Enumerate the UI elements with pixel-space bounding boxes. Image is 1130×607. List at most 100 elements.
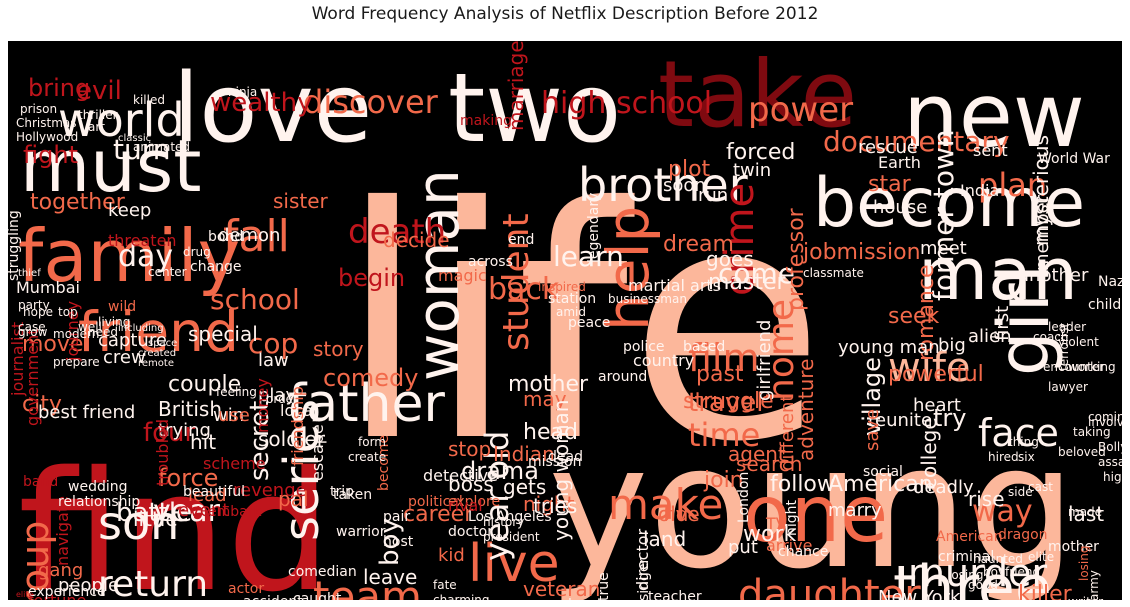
word-keep: keep xyxy=(108,200,151,221)
word-life: life xyxy=(338,140,825,512)
word-leader: leader xyxy=(1048,320,1086,334)
word-star: star xyxy=(868,172,912,197)
word-change: change xyxy=(190,259,242,275)
word-kid: kid xyxy=(438,545,465,566)
word-marriage: marriage xyxy=(504,41,528,131)
word-son: son xyxy=(98,496,179,550)
word-learn: learn xyxy=(553,240,624,273)
word-love: love xyxy=(173,54,372,164)
word-cast: cast xyxy=(1028,480,1053,494)
word-student: student xyxy=(496,213,537,351)
word-hope: hope xyxy=(23,305,53,319)
word-president: president xyxy=(483,530,540,544)
word-another: another xyxy=(1018,265,1089,286)
word-college: college xyxy=(917,417,941,489)
word-people: people xyxy=(58,575,119,596)
word-created: created xyxy=(138,348,176,359)
word-use: use xyxy=(218,405,250,426)
word-taken: taken xyxy=(333,487,372,503)
word-explore: explore xyxy=(448,494,500,510)
word-india: India xyxy=(960,181,999,200)
word-create: create xyxy=(348,450,386,464)
word-around: around xyxy=(598,369,647,385)
word-hired: hired xyxy=(988,450,1019,464)
word-mumbai: Mumbai xyxy=(16,278,80,297)
word-romance: romance xyxy=(914,264,939,361)
word-scheme: scheme xyxy=(203,454,266,473)
word-thing: thing xyxy=(1008,435,1039,449)
word-making: making xyxy=(460,113,512,129)
word-end: end xyxy=(508,232,534,248)
word-remote: remote xyxy=(138,358,174,369)
word-veteran: veteran xyxy=(523,577,600,600)
word-wild: wild xyxy=(108,299,136,315)
word-reunite: reunite xyxy=(868,410,932,431)
word-friend: friend xyxy=(78,300,239,364)
word-tries: tries xyxy=(533,494,577,518)
word-former-town: former town xyxy=(927,129,960,301)
word-police: police xyxy=(623,339,665,355)
word-warrior: warrior xyxy=(336,524,386,540)
word-actor: actor xyxy=(228,581,264,597)
word-may: may xyxy=(523,387,567,411)
word-true: true xyxy=(596,572,612,600)
word-land: land xyxy=(643,527,686,551)
word-caught: caught xyxy=(293,591,342,600)
word-center: center xyxy=(148,265,187,279)
word-evil: evil xyxy=(76,76,122,106)
word-couple: couple xyxy=(168,372,241,397)
word-help: help xyxy=(594,206,662,331)
word-marry: marry xyxy=(828,500,882,521)
word-high-school: high school xyxy=(541,86,712,121)
word-force: force xyxy=(158,464,218,492)
word-legendary: legendary xyxy=(586,193,602,263)
word-comedy: comedy xyxy=(323,364,418,392)
word-dream: dream xyxy=(663,232,734,257)
word-old: old xyxy=(658,502,689,526)
word-high: high xyxy=(1103,470,1122,484)
word-school: school xyxy=(210,283,300,316)
word-side: side xyxy=(1008,485,1033,499)
word-chance: chance xyxy=(778,544,828,560)
word-space: space xyxy=(148,338,177,349)
word-make: make xyxy=(608,480,723,529)
word-special: special xyxy=(188,322,258,346)
word-daughter: daughter xyxy=(738,572,921,600)
word-wife: wife xyxy=(888,345,971,391)
word-revenge: revenge xyxy=(233,480,307,501)
word-secret: secret xyxy=(245,401,275,481)
word-trip: trip xyxy=(330,484,354,500)
word-boyfriend: boyfriend xyxy=(983,565,1040,579)
word-rival: rival xyxy=(448,496,483,515)
word-turn: turn xyxy=(113,133,171,166)
word-sister: sister xyxy=(273,189,329,213)
word-history: history xyxy=(483,515,524,529)
word-try: try xyxy=(933,404,966,432)
word-girlfriend: girlfriend xyxy=(754,320,775,401)
word-mission: mission xyxy=(528,454,581,470)
word-classmate: classmate xyxy=(803,266,864,280)
word-child: child xyxy=(1088,297,1121,313)
word-become: become xyxy=(376,435,392,491)
word-boy: boy xyxy=(375,518,405,566)
word-home: home xyxy=(761,299,802,401)
word-series: series xyxy=(274,399,330,541)
word-gets: gets xyxy=(503,475,546,499)
word-big: big xyxy=(938,335,966,356)
word-struggling: struggling xyxy=(8,210,22,281)
word-event: event xyxy=(178,500,229,521)
word-modern: modern xyxy=(53,327,99,341)
word-hollywood: Hollywood xyxy=(16,130,78,144)
word-rise: rise xyxy=(968,487,1005,511)
word-christmas: Christmas xyxy=(16,116,77,130)
word-terrorist: terrorist xyxy=(1057,323,1071,371)
word-time: time xyxy=(688,416,760,454)
word-team: team xyxy=(313,572,422,600)
word-begin: begin xyxy=(338,264,405,292)
word-group: group xyxy=(13,521,57,600)
word-different: different xyxy=(777,395,798,471)
word-thriller: thriller xyxy=(78,108,118,122)
word-bring: bring xyxy=(28,74,90,102)
word-become: become xyxy=(813,164,1085,243)
